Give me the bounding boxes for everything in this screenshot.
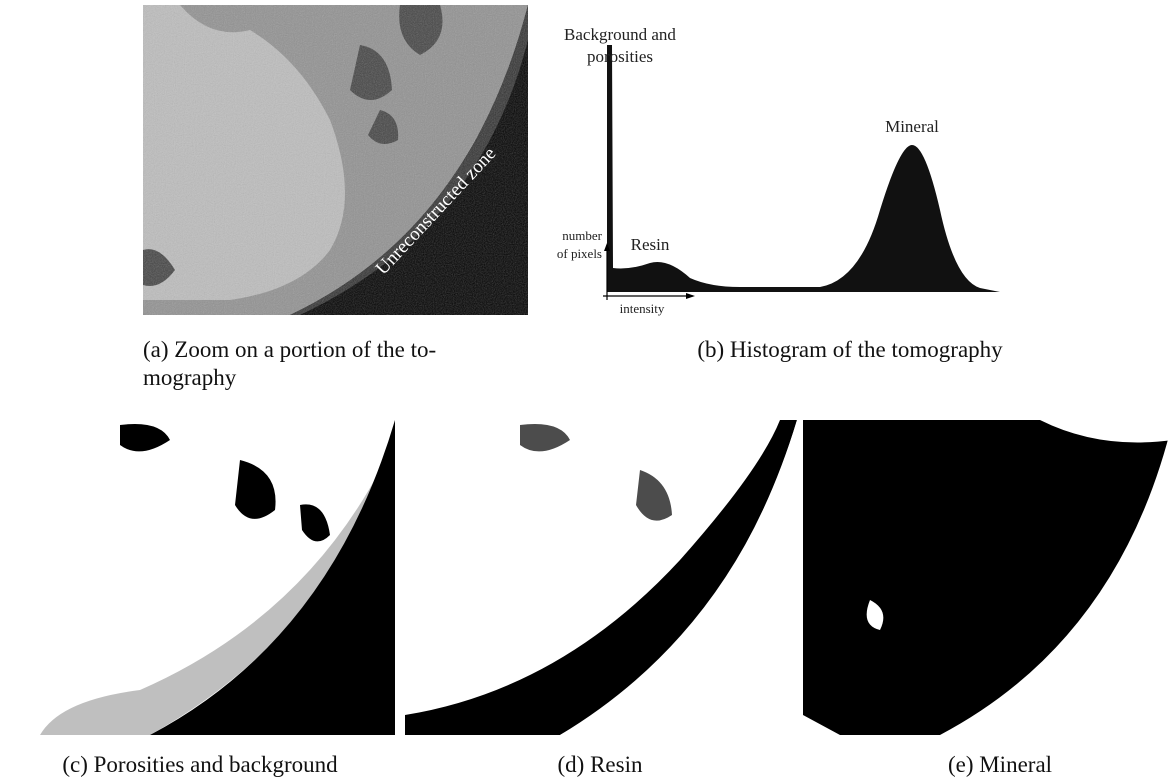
caption: (d) Resin [558,752,643,777]
axis-label: of pixels [557,246,602,261]
hist-label: porosities [587,47,653,66]
axis-label: number [562,228,602,243]
panel-c-image [5,420,395,735]
caption: (b) Histogram of the tomography [697,337,1003,362]
axis-label: intensity [620,301,665,316]
hist-label: Resin [631,235,670,254]
panel-d-image [405,420,797,735]
panel-a-image: Unreconstructed zone [143,5,528,315]
caption: mography [143,365,237,390]
caption: (e) Mineral [948,752,1052,777]
caption: (a) Zoom on a portion of the to- [143,337,436,362]
histogram: Background and porosities Mineral Resin … [557,25,1000,316]
hist-label: Background and [564,25,676,44]
caption: (c) Porosities and background [62,752,338,777]
figure: Unreconstructed zone (a) Zoom on a porti… [0,0,1173,780]
panel-e-image [803,420,1173,735]
hist-label: Mineral [885,117,939,136]
